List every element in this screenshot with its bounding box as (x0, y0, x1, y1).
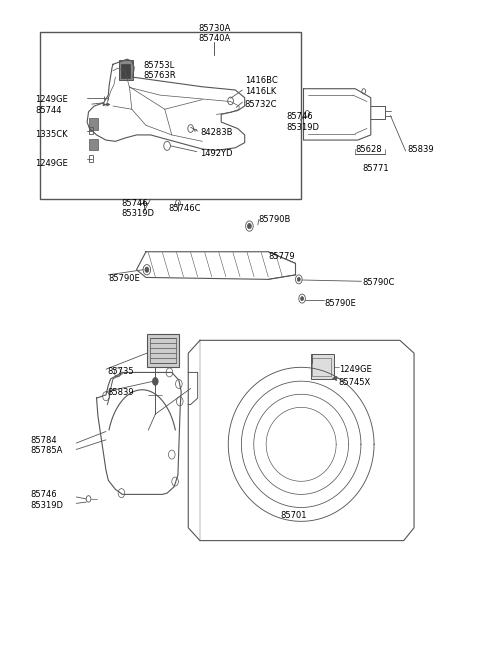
Text: 1335CK: 1335CK (36, 130, 68, 140)
Bar (88, 127, 93, 134)
Text: 85701: 85701 (280, 511, 307, 520)
Text: 1492YD: 1492YD (200, 149, 232, 158)
Bar (311, 354, 334, 379)
Text: 85784
85785A: 85784 85785A (31, 436, 63, 455)
Text: 85839: 85839 (108, 388, 134, 398)
Bar (150, 338, 176, 364)
Text: 85753L
85763R: 85753L 85763R (144, 61, 176, 81)
Bar (40, 32, 301, 199)
Bar (88, 155, 93, 162)
Text: 85779: 85779 (268, 252, 295, 261)
Text: 1249GE: 1249GE (36, 159, 68, 168)
Text: 85771: 85771 (362, 164, 389, 173)
Text: 84283B: 84283B (200, 128, 232, 137)
Text: 1249GE: 1249GE (339, 365, 372, 374)
Circle shape (300, 297, 303, 301)
Text: 85735: 85735 (108, 367, 134, 376)
Text: 1249GE: 1249GE (36, 95, 68, 104)
Bar (119, 60, 133, 81)
Text: 85790C: 85790C (362, 278, 395, 287)
Text: 85732C: 85732C (245, 100, 277, 109)
Bar (147, 334, 179, 367)
Text: 85730A
85740A: 85730A 85740A (198, 24, 230, 43)
Circle shape (145, 267, 149, 272)
Text: 85628: 85628 (355, 145, 382, 153)
Bar (88, 119, 98, 130)
Bar (88, 139, 98, 151)
Text: 85790E: 85790E (324, 299, 357, 308)
Text: 1416BC
1416LK: 1416BC 1416LK (245, 77, 277, 96)
Text: 85745X: 85745X (339, 377, 371, 386)
Text: 85746
85319D: 85746 85319D (121, 199, 155, 219)
Text: 85746
85319D: 85746 85319D (286, 113, 319, 132)
Circle shape (153, 377, 158, 385)
Circle shape (248, 223, 252, 229)
Text: 85746C: 85746C (168, 204, 201, 214)
Bar (120, 64, 130, 78)
Circle shape (298, 278, 300, 281)
Text: 85746
85319D: 85746 85319D (31, 491, 64, 510)
Text: 85744: 85744 (36, 106, 62, 115)
Text: 85839: 85839 (407, 145, 433, 153)
Bar (312, 358, 331, 376)
Text: 85790B: 85790B (259, 215, 291, 224)
Text: 85790E: 85790E (108, 274, 140, 282)
